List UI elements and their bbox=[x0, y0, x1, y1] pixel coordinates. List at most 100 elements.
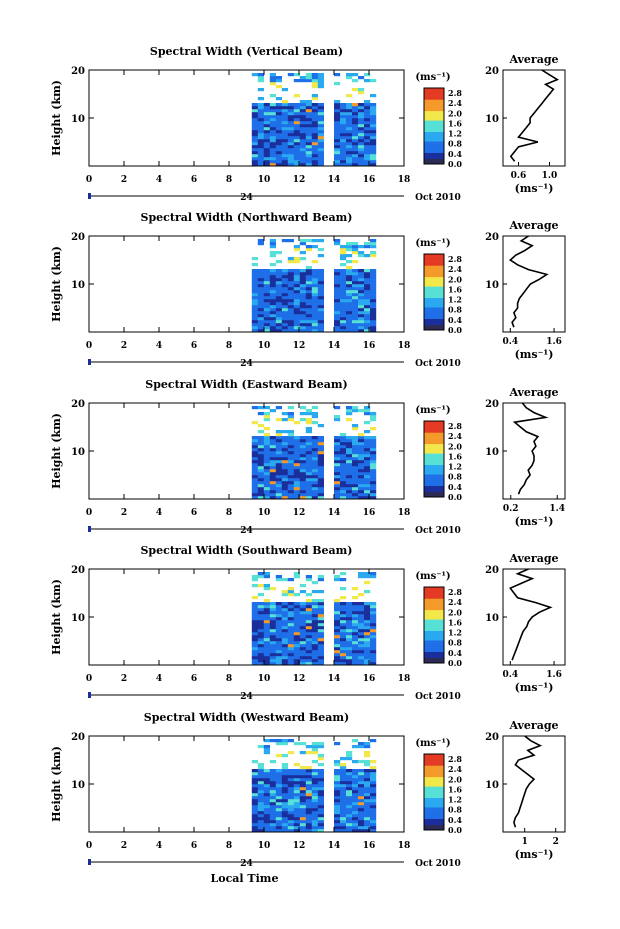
heatmap-cell bbox=[287, 148, 294, 152]
heatmap-cell bbox=[317, 439, 324, 443]
heatmap-cell bbox=[299, 787, 306, 791]
heatmap-cell bbox=[352, 493, 359, 497]
heatmap-cell bbox=[269, 121, 276, 125]
heatmap-cell bbox=[281, 142, 288, 146]
day-label: 24 bbox=[240, 526, 253, 536]
heatmap-cell bbox=[311, 463, 318, 467]
heatmap-cell bbox=[263, 605, 270, 609]
heatmap-cell bbox=[334, 608, 341, 612]
heatmap-cell bbox=[317, 469, 324, 473]
panel-title: Spectral Width (Northward Beam) bbox=[141, 211, 353, 224]
colorbar-swatch bbox=[424, 492, 444, 497]
heatmap-cell bbox=[269, 617, 276, 621]
heatmap-cell bbox=[263, 478, 270, 482]
heatmap-cell bbox=[358, 469, 365, 473]
heatmap-cell bbox=[317, 662, 324, 666]
heatmap-cell bbox=[293, 257, 300, 261]
heatmap-cell bbox=[257, 487, 264, 491]
heatmap-cell bbox=[334, 103, 341, 107]
heatmap-cell bbox=[269, 826, 276, 830]
heatmap-cell bbox=[311, 148, 318, 152]
heatmap-cell bbox=[305, 653, 312, 657]
colorbar-swatch bbox=[424, 825, 444, 830]
heatmap-cell bbox=[364, 296, 371, 300]
heatmap-cell bbox=[263, 739, 270, 743]
heatmap-cell bbox=[334, 311, 341, 315]
heatmap-cell bbox=[346, 163, 353, 167]
heatmap-cell bbox=[305, 623, 312, 627]
heatmap-cell bbox=[352, 620, 359, 624]
heatmap-cell bbox=[275, 157, 282, 161]
colorbar-swatch bbox=[424, 269, 444, 272]
heatmap-cell bbox=[317, 638, 324, 642]
heatmap-cell bbox=[317, 296, 324, 300]
heatmap-cell bbox=[281, 127, 288, 131]
x-tick-label: 4 bbox=[156, 175, 162, 185]
heatmap-cell bbox=[358, 617, 365, 621]
heatmap-cell bbox=[352, 133, 359, 137]
heatmap-cell bbox=[293, 472, 300, 476]
heatmap-cell bbox=[352, 826, 359, 830]
heatmap-cell bbox=[281, 784, 288, 788]
panel-title: Spectral Width (Eastward Beam) bbox=[145, 378, 347, 391]
heatmap-cell bbox=[317, 757, 324, 761]
heatmap-cell bbox=[358, 121, 365, 125]
heatmap-cell bbox=[281, 641, 288, 645]
colorbar-swatch bbox=[424, 655, 444, 658]
heatmap-cell bbox=[352, 448, 359, 452]
colorbar-swatch bbox=[424, 816, 444, 819]
heatmap-cell bbox=[340, 151, 347, 155]
heatmap-cell bbox=[257, 293, 264, 297]
heatmap-cell bbox=[340, 463, 347, 467]
heatmap-cell bbox=[287, 269, 294, 273]
heatmap-cell bbox=[370, 412, 377, 416]
heatmap-cell bbox=[352, 653, 359, 657]
colorbar-swatch bbox=[424, 150, 444, 153]
heatmap-cell bbox=[358, 490, 365, 494]
heatmap-cell bbox=[364, 290, 371, 294]
heatmap-cell bbox=[263, 269, 270, 273]
heatmap-cell bbox=[275, 775, 282, 779]
heatmap-cell bbox=[293, 811, 300, 815]
heatmap-cell bbox=[334, 308, 341, 312]
average-x-tick-label: 1.0 bbox=[542, 171, 558, 181]
average-unit: (ms⁻¹) bbox=[515, 681, 554, 694]
heatmap-cell bbox=[358, 433, 365, 437]
heatmap-cell bbox=[251, 139, 258, 143]
heatmap-cell bbox=[340, 653, 347, 657]
colorbar-swatch bbox=[424, 445, 444, 448]
heatmap-cell bbox=[287, 317, 294, 321]
heatmap-cell bbox=[281, 826, 288, 830]
heatmap-cell bbox=[269, 472, 276, 476]
x-tick-label: 18 bbox=[398, 175, 411, 185]
heatmap-cell bbox=[305, 442, 312, 446]
heatmap-cell bbox=[299, 284, 306, 288]
heatmap-cell bbox=[287, 475, 294, 479]
heatmap-cell bbox=[299, 602, 306, 606]
heatmap-cell bbox=[281, 799, 288, 803]
heatmap-cell bbox=[364, 638, 371, 642]
heatmap-cell bbox=[251, 629, 258, 633]
heatmap-cell bbox=[281, 829, 288, 833]
heatmap-cell bbox=[299, 76, 306, 80]
x-tick-label: 16 bbox=[363, 508, 376, 518]
heatmap-cell bbox=[281, 484, 288, 488]
heatmap-cell bbox=[305, 142, 312, 146]
heatmap-cell bbox=[311, 629, 318, 633]
heatmap-cell bbox=[370, 299, 377, 303]
heatmap-cell bbox=[275, 781, 282, 785]
heatmap-cell bbox=[287, 484, 294, 488]
heatmap-cell bbox=[364, 751, 371, 755]
heatmap-cell bbox=[311, 127, 318, 131]
heatmap-cell bbox=[317, 275, 324, 279]
heatmap-cell bbox=[370, 575, 377, 579]
heatmap-cell bbox=[281, 617, 288, 621]
heatmap-cell bbox=[257, 73, 264, 77]
heatmap-cell bbox=[340, 787, 347, 791]
colorbar-swatch bbox=[424, 799, 444, 802]
heatmap-cell bbox=[275, 118, 282, 122]
colorbar-swatch bbox=[424, 478, 444, 481]
heatmap-cell bbox=[358, 451, 365, 455]
heatmap-cell bbox=[257, 127, 264, 131]
heatmap-cell bbox=[370, 242, 377, 246]
